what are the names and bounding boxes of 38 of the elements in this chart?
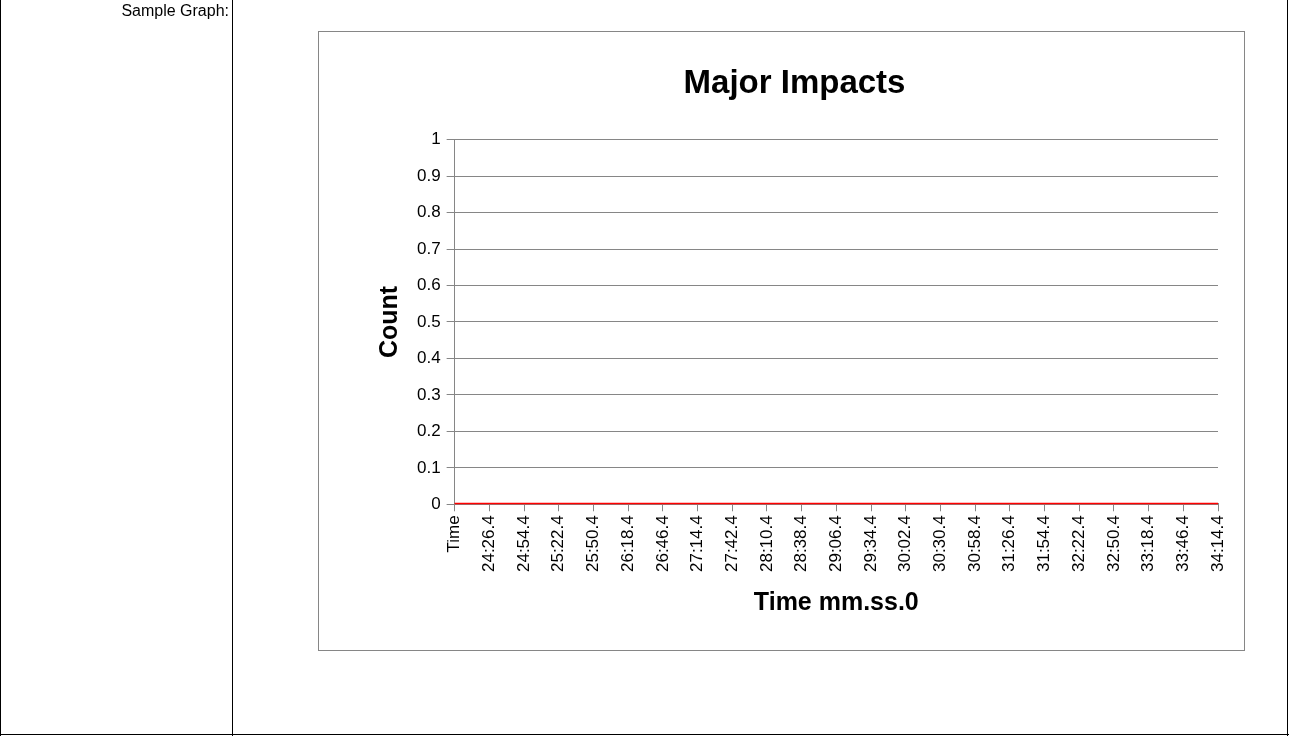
- y-tick-label: 0.3: [416, 384, 441, 404]
- x-tick-label: 29:06.4: [826, 515, 845, 573]
- x-tick-label: 34:14.4: [1207, 515, 1227, 573]
- y-tick-label: 0.1: [416, 457, 441, 477]
- x-tick-label: 30:02.4: [895, 515, 915, 573]
- x-tick-label: 26:46.4: [652, 515, 672, 573]
- x-tick-label: 27:42.4: [721, 515, 741, 573]
- x-tick-label: 32:22.4: [1068, 515, 1088, 573]
- x-tick-label: 28:10.4: [756, 515, 776, 573]
- y-tick-label: 0.2: [416, 421, 441, 441]
- x-tick-label: 30:58.4: [964, 515, 984, 573]
- x-tick-label: 25:22.4: [548, 515, 568, 573]
- y-tick-label: 0.6: [416, 275, 441, 295]
- y-tick-label: 0.5: [416, 311, 441, 331]
- x-tick-label: 25:50.4: [583, 515, 603, 573]
- x-tick-label: 31:26.4: [999, 515, 1019, 573]
- x-tick-label: 24:26.4: [479, 515, 499, 573]
- x-tick-label: 29:34.4: [860, 515, 880, 573]
- x-tick-label: 24:54.4: [513, 515, 533, 573]
- y-axis-title: Count: [373, 285, 402, 359]
- y-tick-label: 0: [431, 493, 441, 513]
- x-tick-label: Time: [444, 515, 464, 553]
- y-tick-label: 0.7: [416, 238, 441, 258]
- y-tick-label: 0.9: [416, 165, 441, 185]
- chart-title: Major Impacts: [683, 62, 906, 100]
- x-tick-label: 28:38.4: [791, 515, 811, 573]
- y-tick-label: 0.4: [416, 348, 441, 368]
- x-tick-label: 26:18.4: [617, 515, 637, 573]
- x-tick-label: 32:50.4: [1103, 515, 1123, 573]
- x-tick-label: 33:46.4: [1172, 515, 1192, 573]
- y-tick-label: 1: [431, 129, 441, 149]
- x-tick-label: 27:14.4: [687, 515, 707, 573]
- text: Sample Graph:: [120, 2, 229, 20]
- x-tick-label: 30:30.4: [930, 515, 950, 573]
- x-tick-label: 31:54.4: [1034, 515, 1054, 573]
- y-tick-label: 0.8: [416, 202, 441, 222]
- x-tick-label: 33:18.4: [1138, 515, 1158, 573]
- x-axis-title: Time mm.ss.0: [753, 586, 919, 615]
